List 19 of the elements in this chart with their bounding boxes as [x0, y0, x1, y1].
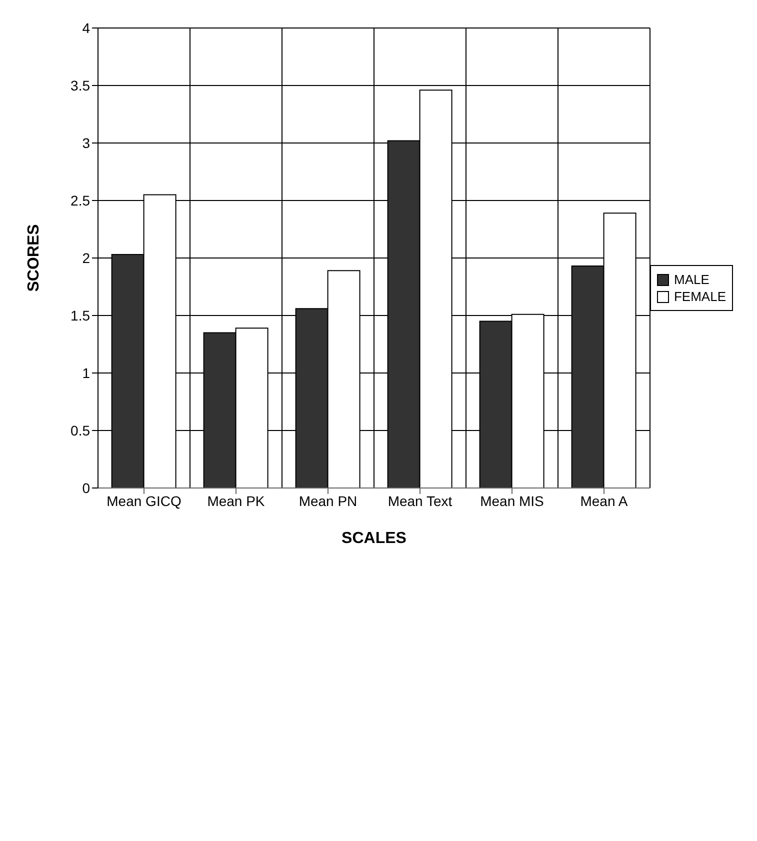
x-tick-label: Mean GICQ	[106, 492, 182, 509]
y-tick-label: 2.5	[70, 192, 90, 208]
y-tick-label: 1	[82, 364, 90, 381]
y-tick-label: 3.5	[70, 77, 90, 94]
legend-label: MALE	[674, 272, 710, 287]
x-tick-label: Mean MIS	[480, 492, 544, 509]
x-axis-title: SCALES	[342, 530, 407, 547]
y-tick-label: 3	[82, 134, 90, 151]
x-tick-label: Mean A	[580, 492, 628, 509]
y-tick-label: 0	[82, 480, 90, 496]
x-tick-label: Mean PK	[207, 492, 266, 509]
y-tick-label: 0.5	[70, 422, 90, 438]
x-tick-label: Mean PN	[298, 492, 358, 509]
y-axis-title: SCORES	[26, 224, 43, 292]
y-tick-label: 4	[82, 20, 90, 36]
legend-label: FEMALE	[674, 289, 726, 304]
y-tick-label: 1.5	[70, 307, 90, 324]
y-tick-label: 2	[82, 250, 90, 266]
x-tick-label: Mean Text	[388, 492, 452, 509]
